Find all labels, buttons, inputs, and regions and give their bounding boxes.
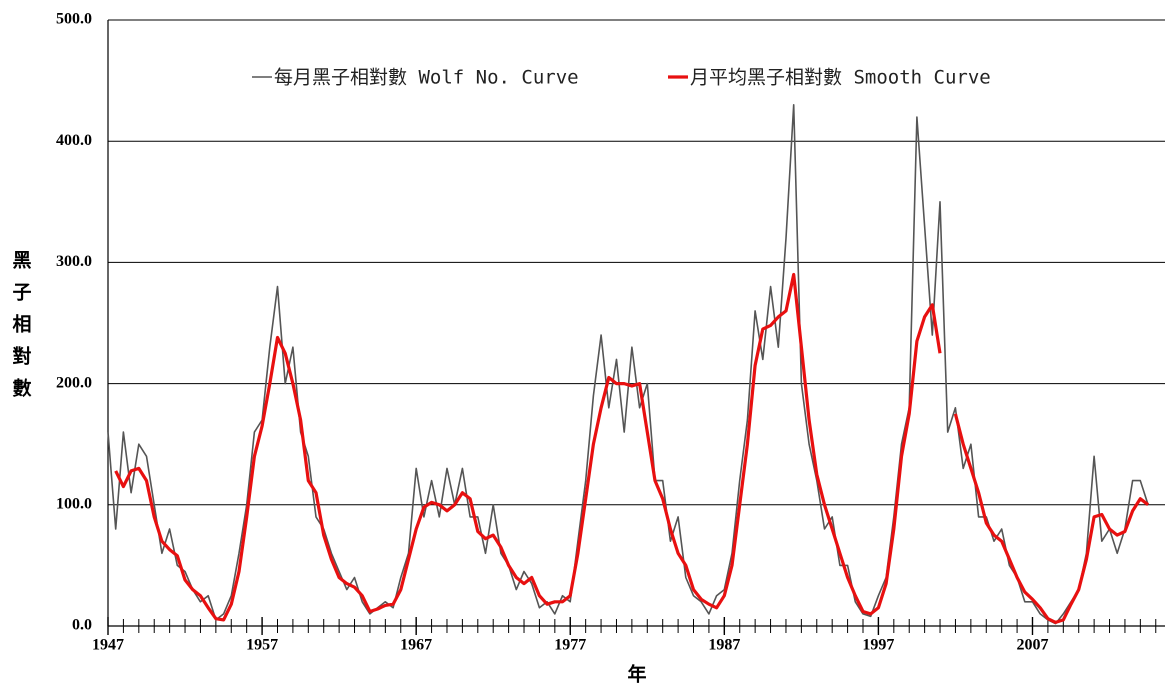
- y-axis-title-char: 對: [12, 345, 31, 367]
- x-tick-label: 1987: [708, 637, 740, 654]
- y-axis-title-char: 黑: [12, 249, 31, 271]
- x-tick-label: 1967: [400, 637, 432, 654]
- x-axis-title: 年: [627, 662, 646, 685]
- y-tick-label: 0.0: [72, 617, 92, 634]
- x-tick-label: 1977: [554, 637, 586, 654]
- legend-label: 每月黑子相對數 Wolf No. Curve: [274, 67, 579, 89]
- y-tick-label: 500.0: [56, 11, 92, 28]
- series-line: [107, 104, 1149, 625]
- x-tick-label: 1957: [246, 637, 278, 654]
- y-axis-title-char: 相: [12, 313, 31, 335]
- y-axis-title-char: 數: [12, 377, 31, 399]
- legend-label: 月平均黑子相對數 Smooth Curve: [690, 67, 991, 89]
- y-tick-label: 100.0: [56, 495, 92, 512]
- x-tick-label: 1947: [92, 637, 124, 654]
- y-tick-label: 400.0: [56, 132, 92, 149]
- x-tick-label: 2007: [1016, 637, 1048, 654]
- y-tick-label: 200.0: [56, 374, 92, 391]
- x-tick-label: 1997: [862, 637, 894, 654]
- y-axis-title-char: 子: [12, 282, 31, 303]
- series-line: [114, 272, 1150, 624]
- y-tick-label: 300.0: [56, 253, 92, 270]
